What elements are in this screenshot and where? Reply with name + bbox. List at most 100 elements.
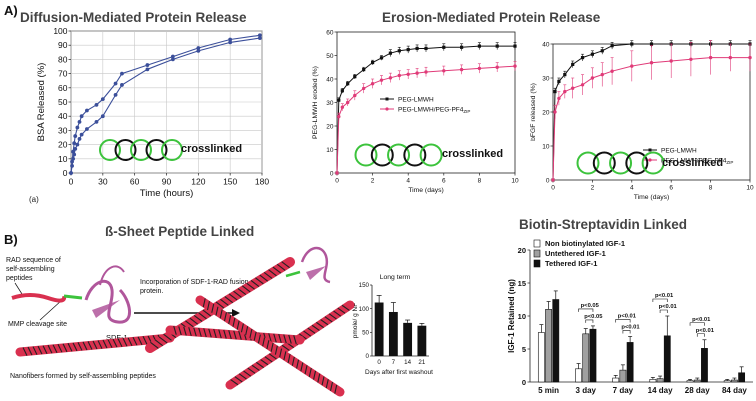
peg-eroded-chart: 0 2 4 6 8 10 0 10 20 30 40 50 60 Time (days) PEG-LMWH … bbox=[312, 29, 519, 194]
ring bbox=[145, 139, 168, 161]
data-point bbox=[71, 156, 76, 161]
title-sheet: ß-Sheet Peptide Linked bbox=[105, 224, 254, 239]
x-tick-label: 2 bbox=[371, 178, 375, 185]
fiber-stripe bbox=[276, 263, 286, 271]
fiber-stripe bbox=[228, 293, 238, 301]
significance-label: p<0.01 bbox=[618, 313, 637, 319]
y-tick-label: 0 bbox=[330, 170, 334, 177]
bar bbox=[403, 322, 413, 356]
fiber-stripe bbox=[52, 344, 58, 354]
axes: 0 2 4 6 8 10 0 10 20 30 40 Time (days) bFGF released… bbox=[530, 41, 754, 201]
x-tick-label: 180 bbox=[255, 177, 269, 187]
title-erosion: Erosion-Mediated Protein Release bbox=[382, 10, 601, 25]
y-tick-label: 40 bbox=[542, 41, 550, 48]
ring bbox=[641, 151, 665, 175]
fiber-stripe bbox=[185, 320, 194, 328]
legend-label: Tethered IGF-1 bbox=[545, 259, 597, 268]
significance-bracket bbox=[696, 333, 705, 337]
fiber-stripe bbox=[238, 373, 247, 380]
data-point bbox=[362, 86, 366, 91]
fiber-stripe bbox=[333, 310, 342, 317]
fiber bbox=[225, 300, 355, 390]
crosslinked-label-3: crosslinked bbox=[662, 157, 723, 169]
ring bbox=[419, 143, 443, 167]
bsa-release-chart: 0 30 60 90 120 150 180 0 10 20 30 40 50 60 70 80 90 100 Ti… bbox=[36, 26, 269, 199]
data-point bbox=[580, 56, 585, 60]
fiber-stripe bbox=[233, 290, 242, 298]
data-point bbox=[228, 40, 233, 45]
fiber-stripe bbox=[256, 361, 264, 369]
fiber-stripe bbox=[262, 337, 266, 347]
y-tick-label: 100 bbox=[359, 306, 370, 313]
significance-bracket bbox=[615, 319, 631, 323]
legend-label: Non biotinylated IGF-1 bbox=[545, 239, 625, 248]
ring bbox=[370, 143, 394, 167]
data-point bbox=[513, 44, 517, 48]
series-1 bbox=[335, 61, 517, 175]
fiber-stripe bbox=[188, 327, 192, 337]
fiber-stripe bbox=[137, 336, 143, 346]
data-point bbox=[379, 78, 384, 82]
fiber-stripe bbox=[268, 333, 272, 343]
fiber-stripe bbox=[228, 330, 232, 340]
data-point bbox=[415, 71, 419, 75]
significance-bracket bbox=[689, 322, 705, 326]
legend-label: PEG-LMWH/PEG-PF4ZIP bbox=[398, 107, 470, 115]
fiber-stripe bbox=[255, 277, 264, 285]
fiber-stripe bbox=[219, 309, 223, 319]
data-point bbox=[630, 64, 634, 68]
y-tick-label: 30 bbox=[542, 75, 550, 82]
x-tick-label: 4 bbox=[406, 178, 410, 185]
data-point bbox=[196, 48, 201, 53]
fiber-stripe bbox=[281, 344, 290, 351]
y-axis-label: PEG-LMWH eroded (%) bbox=[312, 66, 319, 139]
x-tick-label: 0 bbox=[377, 359, 381, 366]
y-tick-label: 15 bbox=[518, 279, 526, 288]
fiber-stripe bbox=[232, 317, 236, 327]
data-point bbox=[477, 66, 482, 71]
bar bbox=[582, 333, 590, 383]
fiber-stripe bbox=[320, 319, 329, 326]
y-tick-label: 5 bbox=[522, 345, 526, 354]
data-point bbox=[708, 55, 713, 60]
data-point bbox=[649, 42, 654, 46]
y-tick-label: 30 bbox=[58, 125, 68, 135]
y-tick-label: 80 bbox=[58, 54, 68, 64]
y-tick-label: 10 bbox=[326, 147, 334, 154]
fiber-stripe bbox=[47, 344, 53, 354]
legend-label: PEG-LMWH bbox=[661, 148, 697, 155]
fiber-stripe bbox=[328, 313, 337, 320]
data-point bbox=[345, 100, 350, 105]
y-tick-label: 150 bbox=[359, 282, 370, 289]
fiber-stripe bbox=[208, 328, 212, 338]
fiber-stripe bbox=[132, 336, 138, 346]
fiber-stripe bbox=[92, 340, 98, 350]
data-point bbox=[397, 49, 401, 53]
fiber-stripe bbox=[321, 376, 325, 386]
data-point bbox=[362, 68, 366, 72]
fiber bbox=[195, 295, 345, 397]
fiber-stripe bbox=[291, 356, 295, 366]
data-point bbox=[113, 81, 118, 86]
data-point bbox=[340, 89, 344, 93]
data-point bbox=[70, 164, 74, 168]
fiber-stripe bbox=[32, 346, 38, 355]
fiber-stripe bbox=[178, 326, 182, 336]
fiber-stripe bbox=[274, 345, 278, 355]
fiber-stripe bbox=[241, 285, 251, 293]
data-point bbox=[553, 110, 557, 114]
fiber-body bbox=[195, 295, 345, 397]
bar bbox=[417, 325, 427, 356]
fiber-stripe bbox=[283, 334, 287, 344]
bar bbox=[731, 379, 738, 383]
fiber-stripe bbox=[313, 370, 317, 380]
y-tick-label: 20 bbox=[58, 140, 68, 150]
data-point bbox=[397, 73, 401, 78]
fiber-stripe bbox=[273, 333, 277, 343]
fiber-stripe bbox=[288, 334, 292, 344]
x-tick-label: 7 bbox=[392, 359, 396, 366]
fiber-stripe bbox=[260, 359, 269, 366]
y-axis-label: IGF-1 Retained (ng) bbox=[507, 279, 516, 353]
fiber-stripe bbox=[311, 324, 320, 331]
fiber-stripe bbox=[97, 340, 103, 349]
